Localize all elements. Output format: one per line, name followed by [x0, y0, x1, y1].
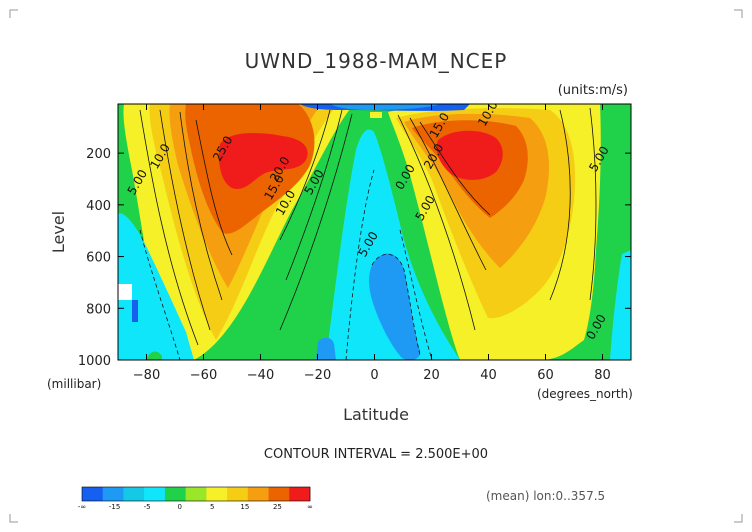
x-unit-label: (degrees_north) [537, 387, 633, 401]
x-tick-label: 80 [594, 368, 611, 383]
colorbar-swatch [206, 487, 228, 501]
x-axis: −80 −60 −40 −20 0 20 40 60 80 [133, 104, 611, 383]
y-tick-label: 200 [86, 147, 111, 162]
colorbar-swatch [82, 487, 104, 501]
y-unit-label: (millibar) [47, 377, 101, 391]
colorbar-swatch [268, 487, 290, 501]
colorbar-tick-label: -15 [109, 503, 120, 511]
x-tick-label: 40 [480, 368, 497, 383]
y-tick-label: 800 [86, 302, 111, 317]
northern-jet [388, 104, 601, 360]
easterly-regions [118, 104, 631, 360]
colorbar-swatch [185, 487, 207, 501]
x-tick-label: −40 [247, 368, 274, 383]
southern-jet [123, 104, 355, 360]
x-tick-label: −20 [304, 368, 331, 383]
info-text: (mean) lon:0..357.5 [486, 489, 605, 503]
colorbar-swatch [227, 487, 249, 501]
colorbar-tick-label: 5 [210, 503, 214, 511]
x-tick-label: 20 [423, 368, 440, 383]
x-tick-label: −60 [190, 368, 217, 383]
chart-title: UWND_1988-MAM_NCEP [245, 49, 508, 73]
colorbar: -∞ -15 -5 0 5 15 25 ∞ [78, 486, 313, 511]
colorbar-swatch [247, 487, 269, 501]
colorbar-tick-label: ∞ [307, 503, 313, 511]
x-tick-label: 0 [370, 368, 378, 383]
units-label: (units:m/s) [558, 83, 628, 98]
colorbar-swatch [102, 487, 124, 501]
y-axis: 200 400 600 800 1000 [78, 147, 631, 369]
y-axis-label: Level [49, 211, 68, 253]
colorbar-tick-label: 0 [177, 503, 181, 511]
colorbar-tick-label: 15 [240, 503, 249, 511]
y-tick-label: 400 [86, 199, 111, 214]
x-tick-label: −80 [133, 368, 160, 383]
colorbar-swatch [123, 487, 145, 501]
x-tick-label: 60 [537, 368, 554, 383]
y-tick-label: 600 [86, 251, 111, 266]
y-tick-label: 1000 [78, 354, 111, 369]
colorbar-swatch [164, 487, 186, 501]
colorbar-swatch [144, 487, 166, 501]
corner-marks [9, 9, 743, 523]
colorbar-tick-label: -5 [144, 503, 151, 511]
colorbar-frame [81, 486, 311, 502]
colorbar-swatch [289, 487, 311, 501]
colorbar-tick-label: 25 [273, 503, 282, 511]
negative-contours [139, 169, 433, 360]
contour-lines [139, 107, 597, 346]
contour-interval: CONTOUR INTERVAL = 2.500E+00 [264, 447, 488, 462]
colorbar-tick-label: -∞ [78, 503, 86, 511]
x-axis-label: Latitude [343, 405, 409, 424]
